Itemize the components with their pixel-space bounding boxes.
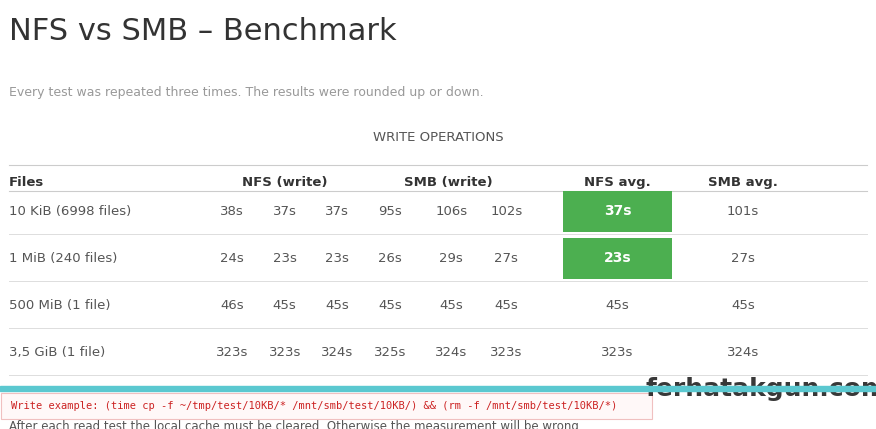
- Text: 23s: 23s: [325, 252, 350, 265]
- Text: 101s: 101s: [727, 205, 759, 218]
- Text: 23s: 23s: [604, 251, 632, 266]
- Text: SMB avg.: SMB avg.: [708, 176, 778, 189]
- Text: 45s: 45s: [272, 299, 297, 312]
- Text: 37s: 37s: [325, 205, 350, 218]
- Text: 27s: 27s: [494, 252, 519, 265]
- Text: 500 MiB (1 file): 500 MiB (1 file): [9, 299, 110, 312]
- Text: 24s: 24s: [220, 252, 244, 265]
- Text: 45s: 45s: [605, 299, 630, 312]
- Text: 106s: 106s: [435, 205, 467, 218]
- Text: 27s: 27s: [731, 252, 755, 265]
- Text: 325s: 325s: [374, 346, 406, 360]
- Text: 26s: 26s: [378, 252, 402, 265]
- Text: 3,5 GiB (1 file): 3,5 GiB (1 file): [9, 346, 105, 360]
- Text: 45s: 45s: [494, 299, 519, 312]
- Text: 323s: 323s: [216, 346, 248, 360]
- Text: 37s: 37s: [604, 204, 632, 218]
- Text: 1 MiB (240 files): 1 MiB (240 files): [9, 252, 117, 265]
- Text: 45s: 45s: [378, 299, 402, 312]
- Text: 38s: 38s: [220, 205, 244, 218]
- Text: SMB (write): SMB (write): [404, 176, 492, 189]
- Text: Files: Files: [9, 176, 44, 189]
- Text: 10 KiB (6998 files): 10 KiB (6998 files): [9, 205, 131, 218]
- Text: 324s: 324s: [435, 346, 467, 360]
- Text: After each read test the local cache must be cleared. Otherwise the measurement : After each read test the local cache mus…: [9, 420, 583, 429]
- Text: 45s: 45s: [439, 299, 463, 312]
- Text: NFS (write): NFS (write): [242, 176, 328, 189]
- Text: WRITE OPERATIONS: WRITE OPERATIONS: [372, 131, 504, 144]
- Text: 102s: 102s: [491, 205, 522, 218]
- Text: 46s: 46s: [221, 299, 244, 312]
- Text: 23s: 23s: [272, 252, 297, 265]
- Text: 29s: 29s: [439, 252, 463, 265]
- Text: 323s: 323s: [269, 346, 300, 360]
- Text: Every test was repeated three times. The results were rounded up or down.: Every test was repeated three times. The…: [9, 86, 484, 99]
- Text: NFS vs SMB – Benchmark: NFS vs SMB – Benchmark: [9, 17, 396, 46]
- Text: 323s: 323s: [491, 346, 522, 360]
- Text: NFS avg.: NFS avg.: [584, 176, 651, 189]
- Text: ferhatakgun.com: ferhatakgun.com: [646, 377, 876, 401]
- Text: Write example: (time cp -f ~/tmp/test/10KB/* /mnt/smb/test/10KB/) && (rm -f /mnt: Write example: (time cp -f ~/tmp/test/10…: [11, 401, 617, 411]
- Text: 324s: 324s: [727, 346, 759, 360]
- Text: 324s: 324s: [321, 346, 353, 360]
- Text: 95s: 95s: [378, 205, 402, 218]
- Text: 45s: 45s: [325, 299, 350, 312]
- Text: 37s: 37s: [272, 205, 297, 218]
- Text: 323s: 323s: [602, 346, 633, 360]
- Text: 45s: 45s: [731, 299, 755, 312]
